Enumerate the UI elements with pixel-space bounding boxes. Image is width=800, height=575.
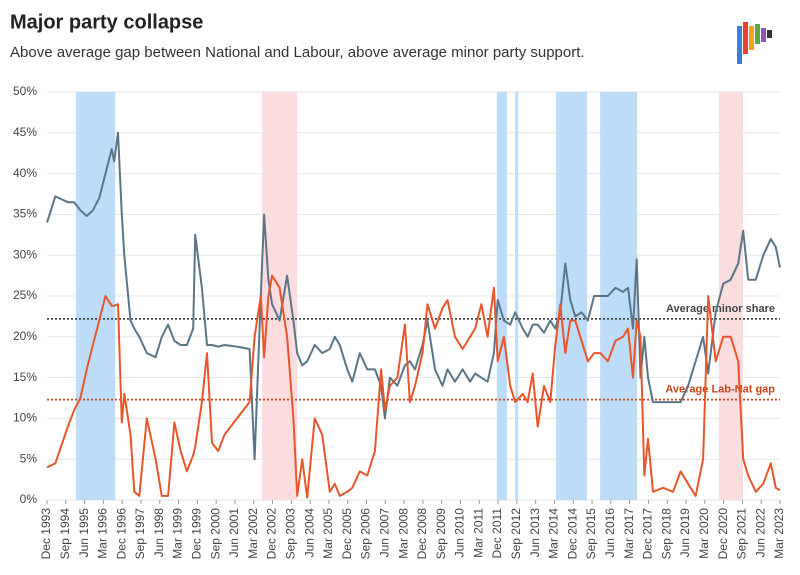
x-tick-label: Sep 2021 [735, 508, 749, 560]
x-tick-label: Sep 2000 [208, 508, 222, 560]
x-tick-label: Mar 2005 [321, 508, 335, 559]
x-tick-label: Mar 2023 [772, 508, 786, 559]
series-line [46, 274, 781, 499]
shaded-period [515, 92, 519, 500]
x-tick-label: Sep 2009 [434, 508, 448, 560]
y-tick-label: 45% [13, 125, 37, 139]
x-tick-label: Sep 2006 [359, 508, 373, 560]
reference-label: Average Lab-Nat gap [665, 384, 775, 396]
x-tick-label: Jun 1998 [152, 508, 166, 558]
x-tick-label: Dec 2020 [716, 508, 730, 560]
y-tick-label: 35% [13, 207, 37, 221]
x-tick-label: Jun 2004 [302, 508, 316, 558]
y-tick-label: 0% [20, 492, 38, 506]
y-tick-label: 30% [13, 247, 37, 261]
x-tick-label: Jun 2007 [377, 508, 391, 558]
y-tick-label: 40% [13, 166, 37, 180]
x-tick-label: Sep 2003 [284, 508, 298, 560]
x-tick-label: Dec 2011 [490, 508, 504, 559]
x-tick-label: Mar 2017 [622, 508, 636, 559]
x-tick-label: Sep 2018 [659, 508, 673, 560]
y-tick-label: 15% [13, 370, 37, 384]
x-tick-label: Mar 1999 [171, 508, 185, 559]
shaded-period [718, 92, 743, 500]
x-tick-label: Mar 2002 [246, 508, 260, 559]
series-line [46, 131, 781, 461]
x-tick-label: Mar 1996 [96, 508, 110, 559]
x-tick-label: Dec 2008 [415, 508, 429, 560]
x-tick-label: Dec 1996 [114, 508, 128, 560]
x-tick-label: Jun 2001 [227, 508, 241, 558]
x-tick-label: Dec 1999 [190, 508, 204, 560]
x-tick-label: Mar 2011 [471, 508, 485, 558]
x-tick-label: Jun 2010 [453, 508, 467, 558]
shaded-period [262, 92, 298, 500]
x-tick-label: Sep 2012 [509, 508, 523, 560]
x-tick-label: Sep 1997 [133, 508, 147, 560]
x-tick-label: Sep 1994 [58, 508, 72, 560]
x-tick-label: Jun 2016 [603, 508, 617, 558]
x-tick-label: Jun 1995 [77, 508, 91, 558]
reference-label: Average minor share [666, 303, 775, 315]
x-tick-label: Mar 2008 [396, 508, 410, 559]
x-tick-label: Jun 2013 [528, 508, 542, 558]
x-tick-label: Dec 2014 [565, 508, 579, 560]
chart-title: Major party collapse [10, 11, 203, 33]
x-tick-label: Mar 2014 [547, 508, 561, 559]
x-tick-label: Dec 2002 [265, 508, 279, 560]
y-tick-label: 50% [13, 84, 37, 98]
x-tick-label: Dec 2017 [641, 508, 655, 560]
y-tick-label: 20% [13, 329, 37, 343]
x-tick-label: Dec 1993 [39, 508, 53, 560]
logo [737, 22, 772, 64]
shaded-period [75, 92, 116, 500]
y-tick-label: 5% [20, 451, 38, 465]
x-tick-label: Mar 2020 [697, 508, 711, 559]
x-tick-label: Jun 2019 [678, 508, 692, 558]
shaded-period [496, 92, 507, 500]
x-tick-label: Dec 2005 [340, 508, 354, 560]
y-tick-label: 25% [13, 288, 37, 302]
x-tick-label: Sep 2015 [584, 508, 598, 560]
y-tick-label: 10% [13, 411, 37, 425]
x-tick-label: Jun 2022 [753, 508, 767, 558]
chart-subtitle: Above average gap between National and L… [10, 44, 585, 61]
shaded-period [556, 92, 588, 500]
